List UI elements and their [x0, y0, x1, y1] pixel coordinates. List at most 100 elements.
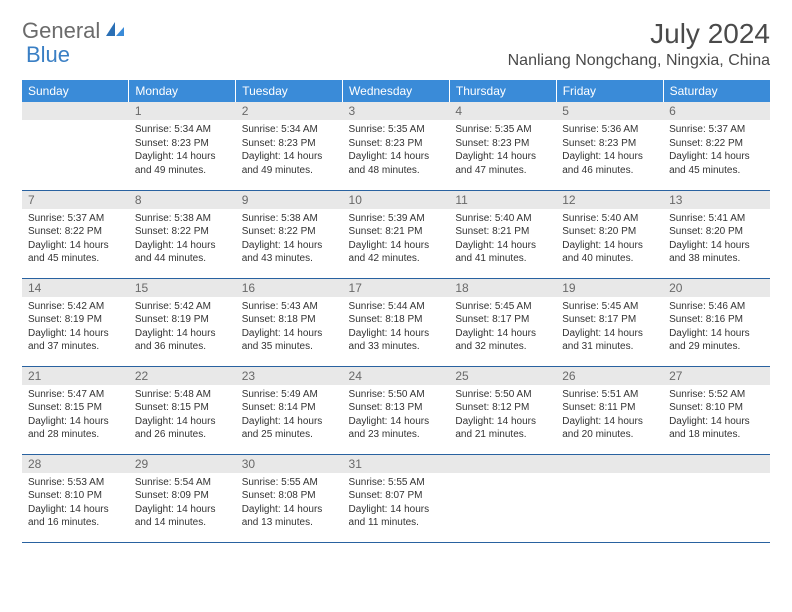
calendar-week-row: 7Sunrise: 5:37 AMSunset: 8:22 PMDaylight…	[22, 190, 770, 278]
calendar-day-cell: 19Sunrise: 5:45 AMSunset: 8:17 PMDayligh…	[556, 278, 663, 366]
sunset-text: Sunset: 8:07 PM	[349, 489, 444, 503]
weekday-header: Monday	[129, 80, 236, 102]
calendar-week-row: 14Sunrise: 5:42 AMSunset: 8:19 PMDayligh…	[22, 278, 770, 366]
sunset-text: Sunset: 8:22 PM	[135, 225, 230, 239]
calendar-day-cell: 29Sunrise: 5:54 AMSunset: 8:09 PMDayligh…	[129, 454, 236, 542]
calendar-day-cell: 21Sunrise: 5:47 AMSunset: 8:15 PMDayligh…	[22, 366, 129, 454]
daylight-text-2: and 48 minutes.	[349, 164, 444, 178]
calendar-day-cell: 25Sunrise: 5:50 AMSunset: 8:12 PMDayligh…	[449, 366, 556, 454]
daylight-text: Daylight: 14 hours	[135, 327, 230, 341]
daylight-text-2: and 36 minutes.	[135, 340, 230, 354]
daylight-text: Daylight: 14 hours	[242, 239, 337, 253]
weekday-header: Tuesday	[236, 80, 343, 102]
day-info: Sunrise: 5:40 AMSunset: 8:21 PMDaylight:…	[449, 209, 556, 269]
sunrise-text: Sunrise: 5:53 AM	[28, 476, 123, 490]
day-number: 18	[449, 279, 556, 297]
calendar-day-cell	[556, 454, 663, 542]
calendar-week-row: 28Sunrise: 5:53 AMSunset: 8:10 PMDayligh…	[22, 454, 770, 542]
sunset-text: Sunset: 8:23 PM	[455, 137, 550, 151]
day-info: Sunrise: 5:34 AMSunset: 8:23 PMDaylight:…	[236, 120, 343, 180]
sunrise-text: Sunrise: 5:38 AM	[135, 212, 230, 226]
day-info: Sunrise: 5:35 AMSunset: 8:23 PMDaylight:…	[343, 120, 450, 180]
daylight-text-2: and 11 minutes.	[349, 516, 444, 530]
calendar-day-cell: 23Sunrise: 5:49 AMSunset: 8:14 PMDayligh…	[236, 366, 343, 454]
day-info: Sunrise: 5:52 AMSunset: 8:10 PMDaylight:…	[663, 385, 770, 445]
sunset-text: Sunset: 8:16 PM	[669, 313, 764, 327]
daylight-text-2: and 38 minutes.	[669, 252, 764, 266]
sunrise-text: Sunrise: 5:42 AM	[28, 300, 123, 314]
brand-text-blue: Blue	[26, 42, 70, 67]
brand-text-gray: General	[22, 18, 100, 44]
sunrise-text: Sunrise: 5:34 AM	[135, 123, 230, 137]
calendar-day-cell: 17Sunrise: 5:44 AMSunset: 8:18 PMDayligh…	[343, 278, 450, 366]
calendar-day-cell	[22, 102, 129, 190]
daylight-text: Daylight: 14 hours	[28, 415, 123, 429]
day-info: Sunrise: 5:55 AMSunset: 8:08 PMDaylight:…	[236, 473, 343, 533]
day-number	[22, 102, 129, 120]
daylight-text-2: and 45 minutes.	[28, 252, 123, 266]
sunset-text: Sunset: 8:22 PM	[242, 225, 337, 239]
daylight-text: Daylight: 14 hours	[562, 415, 657, 429]
daylight-text: Daylight: 14 hours	[28, 239, 123, 253]
calendar-day-cell: 15Sunrise: 5:42 AMSunset: 8:19 PMDayligh…	[129, 278, 236, 366]
calendar-day-cell: 24Sunrise: 5:50 AMSunset: 8:13 PMDayligh…	[343, 366, 450, 454]
sunrise-text: Sunrise: 5:41 AM	[669, 212, 764, 226]
day-number: 4	[449, 102, 556, 120]
sunset-text: Sunset: 8:20 PM	[669, 225, 764, 239]
day-number: 15	[129, 279, 236, 297]
sunset-text: Sunset: 8:23 PM	[349, 137, 444, 151]
daylight-text: Daylight: 14 hours	[28, 503, 123, 517]
calendar-day-cell: 13Sunrise: 5:41 AMSunset: 8:20 PMDayligh…	[663, 190, 770, 278]
day-info: Sunrise: 5:38 AMSunset: 8:22 PMDaylight:…	[236, 209, 343, 269]
day-number: 1	[129, 102, 236, 120]
daylight-text-2: and 16 minutes.	[28, 516, 123, 530]
daylight-text-2: and 40 minutes.	[562, 252, 657, 266]
title-block: July 2024 Nanliang Nongchang, Ningxia, C…	[508, 18, 770, 70]
sunrise-text: Sunrise: 5:40 AM	[562, 212, 657, 226]
calendar-day-cell: 6Sunrise: 5:37 AMSunset: 8:22 PMDaylight…	[663, 102, 770, 190]
sunset-text: Sunset: 8:12 PM	[455, 401, 550, 415]
sunrise-text: Sunrise: 5:51 AM	[562, 388, 657, 402]
day-info: Sunrise: 5:38 AMSunset: 8:22 PMDaylight:…	[129, 209, 236, 269]
day-info: Sunrise: 5:39 AMSunset: 8:21 PMDaylight:…	[343, 209, 450, 269]
day-number: 14	[22, 279, 129, 297]
day-number: 21	[22, 367, 129, 385]
calendar-day-cell: 11Sunrise: 5:40 AMSunset: 8:21 PMDayligh…	[449, 190, 556, 278]
sunrise-text: Sunrise: 5:47 AM	[28, 388, 123, 402]
daylight-text: Daylight: 14 hours	[562, 150, 657, 164]
day-number	[556, 455, 663, 473]
day-number: 29	[129, 455, 236, 473]
weekday-header: Saturday	[663, 80, 770, 102]
daylight-text: Daylight: 14 hours	[349, 327, 444, 341]
daylight-text-2: and 32 minutes.	[455, 340, 550, 354]
day-info: Sunrise: 5:43 AMSunset: 8:18 PMDaylight:…	[236, 297, 343, 357]
sunset-text: Sunset: 8:18 PM	[349, 313, 444, 327]
calendar-day-cell: 30Sunrise: 5:55 AMSunset: 8:08 PMDayligh…	[236, 454, 343, 542]
sunrise-text: Sunrise: 5:45 AM	[455, 300, 550, 314]
daylight-text-2: and 26 minutes.	[135, 428, 230, 442]
calendar-day-cell: 27Sunrise: 5:52 AMSunset: 8:10 PMDayligh…	[663, 366, 770, 454]
day-number	[449, 455, 556, 473]
day-info: Sunrise: 5:41 AMSunset: 8:20 PMDaylight:…	[663, 209, 770, 269]
sunrise-text: Sunrise: 5:50 AM	[455, 388, 550, 402]
day-info: Sunrise: 5:47 AMSunset: 8:15 PMDaylight:…	[22, 385, 129, 445]
sunset-text: Sunset: 8:10 PM	[669, 401, 764, 415]
day-info: Sunrise: 5:54 AMSunset: 8:09 PMDaylight:…	[129, 473, 236, 533]
daylight-text: Daylight: 14 hours	[135, 503, 230, 517]
day-number: 25	[449, 367, 556, 385]
day-number: 8	[129, 191, 236, 209]
day-number: 9	[236, 191, 343, 209]
day-number: 6	[663, 102, 770, 120]
calendar-day-cell: 1Sunrise: 5:34 AMSunset: 8:23 PMDaylight…	[129, 102, 236, 190]
daylight-text: Daylight: 14 hours	[349, 150, 444, 164]
sunset-text: Sunset: 8:23 PM	[242, 137, 337, 151]
sunrise-text: Sunrise: 5:35 AM	[349, 123, 444, 137]
sunset-text: Sunset: 8:08 PM	[242, 489, 337, 503]
day-number: 30	[236, 455, 343, 473]
brand-logo: General	[22, 18, 128, 44]
sunrise-text: Sunrise: 5:43 AM	[242, 300, 337, 314]
calendar-day-cell: 7Sunrise: 5:37 AMSunset: 8:22 PMDaylight…	[22, 190, 129, 278]
calendar-day-cell: 12Sunrise: 5:40 AMSunset: 8:20 PMDayligh…	[556, 190, 663, 278]
calendar-week-row: 21Sunrise: 5:47 AMSunset: 8:15 PMDayligh…	[22, 366, 770, 454]
day-info: Sunrise: 5:46 AMSunset: 8:16 PMDaylight:…	[663, 297, 770, 357]
